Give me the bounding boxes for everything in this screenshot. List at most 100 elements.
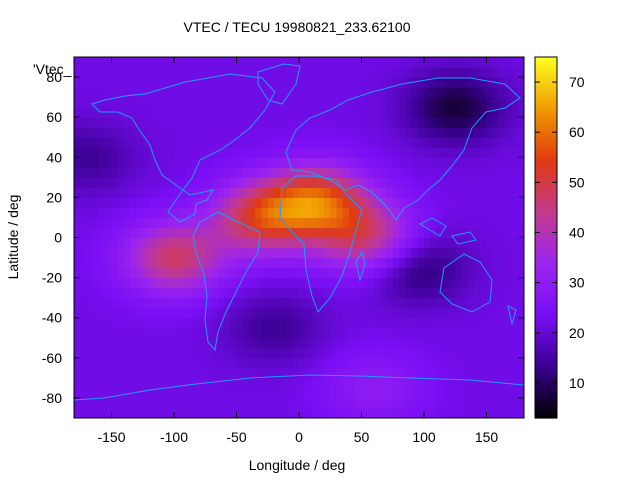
heatmap-cell xyxy=(236,347,244,359)
heatmap-cell xyxy=(117,257,125,269)
heatmap-cell xyxy=(399,257,406,269)
heatmap-cell xyxy=(217,257,225,269)
heatmap-cell xyxy=(461,277,469,289)
heatmap-cell xyxy=(86,187,94,198)
heatmap-cell xyxy=(405,257,413,269)
x-tick-label: -50 xyxy=(226,429,246,445)
heatmap-cell xyxy=(499,157,506,168)
heatmap-cell xyxy=(499,337,506,349)
heatmap-cell xyxy=(374,67,381,78)
heatmap-cell xyxy=(461,197,469,209)
heatmap-cell xyxy=(511,357,519,369)
heatmap-cell xyxy=(105,307,113,319)
heatmap-cell xyxy=(411,237,419,249)
heatmap-cell xyxy=(186,397,194,409)
heatmap-cell xyxy=(342,227,350,239)
heatmap-cell xyxy=(136,307,144,319)
heatmap-cell xyxy=(449,227,456,239)
heatmap-cell xyxy=(149,337,156,349)
heatmap-cell xyxy=(474,367,481,379)
heatmap-cell xyxy=(130,197,138,209)
heatmap-cell xyxy=(249,377,256,389)
heatmap-cell xyxy=(155,57,163,68)
heatmap-cell xyxy=(192,387,200,399)
heatmap-cell xyxy=(267,107,275,118)
heatmap-cell xyxy=(499,297,506,309)
heatmap-cell xyxy=(492,247,500,259)
heatmap-cell xyxy=(411,57,419,68)
heatmap-cell xyxy=(467,237,475,249)
heatmap-cell xyxy=(311,127,319,138)
heatmap-cell xyxy=(124,197,131,209)
heatmap-cell xyxy=(249,287,256,299)
heatmap-cell xyxy=(324,97,331,108)
heatmap-cell xyxy=(117,127,125,138)
heatmap-cell xyxy=(99,337,106,349)
heatmap-cell xyxy=(180,247,188,259)
heatmap-cell xyxy=(336,147,344,158)
heatmap-cell xyxy=(136,337,144,349)
heatmap-cell xyxy=(417,237,425,249)
heatmap-cell xyxy=(80,157,88,168)
colorbar-step xyxy=(535,405,557,410)
heatmap-cell xyxy=(242,317,250,329)
heatmap-cell xyxy=(405,387,413,399)
heatmap-cell xyxy=(186,177,194,188)
heatmap-cell xyxy=(186,367,194,379)
heatmap-cell xyxy=(461,297,469,309)
heatmap-cell xyxy=(267,127,275,138)
heatmap-cell xyxy=(92,297,100,309)
heatmap-cell xyxy=(405,67,413,78)
heatmap-cell xyxy=(242,347,250,359)
heatmap-cell xyxy=(499,177,506,188)
heatmap-cell xyxy=(292,247,300,259)
heatmap-cell xyxy=(242,327,250,339)
heatmap-cell xyxy=(411,117,419,128)
heatmap-cell xyxy=(299,247,306,259)
heatmap-cell xyxy=(311,267,319,279)
heatmap-cell xyxy=(330,97,338,108)
heatmap-cell xyxy=(311,137,319,148)
heatmap-cell xyxy=(167,337,175,349)
heatmap-cell xyxy=(174,387,181,399)
heatmap-cell xyxy=(349,117,356,128)
heatmap-cell xyxy=(442,197,450,209)
heatmap-cell xyxy=(367,327,375,339)
heatmap-cell xyxy=(449,337,456,349)
heatmap-cell xyxy=(174,377,181,389)
colorbar-step xyxy=(535,141,557,145)
heatmap-cell xyxy=(399,197,406,209)
heatmap-cell xyxy=(130,117,138,128)
heatmap-cell xyxy=(242,307,250,319)
heatmap-cell xyxy=(230,67,238,78)
heatmap-cell xyxy=(74,167,81,178)
heatmap-cell xyxy=(130,337,138,349)
heatmap-cell xyxy=(174,107,181,118)
heatmap-cell xyxy=(449,397,456,409)
heatmap-cell xyxy=(111,347,119,359)
heatmap-cell xyxy=(217,297,225,309)
heatmap-cell xyxy=(355,127,363,138)
heatmap-cell xyxy=(517,227,524,239)
heatmap-cell xyxy=(174,117,181,128)
heatmap-cell xyxy=(424,97,431,108)
heatmap-cell xyxy=(105,277,113,289)
heatmap-cell xyxy=(186,267,194,279)
heatmap-cell xyxy=(274,217,281,229)
heatmap-cell xyxy=(324,387,331,399)
heatmap-cell xyxy=(405,227,413,239)
heatmap-cell xyxy=(405,187,413,198)
heatmap-cell xyxy=(455,287,463,299)
heatmap-cell xyxy=(192,237,200,249)
heatmap-cell xyxy=(505,327,513,339)
heatmap-cell xyxy=(205,117,213,128)
heatmap-cell xyxy=(99,377,106,389)
key-label: 'Vtec_ xyxy=(33,61,72,77)
heatmap-cell xyxy=(374,297,381,309)
heatmap-cell xyxy=(380,227,388,239)
heatmap-cell xyxy=(217,267,225,279)
heatmap-cell xyxy=(136,157,144,168)
heatmap-cell xyxy=(374,377,381,389)
heatmap-cell xyxy=(74,177,81,188)
heatmap-cell xyxy=(342,207,350,219)
